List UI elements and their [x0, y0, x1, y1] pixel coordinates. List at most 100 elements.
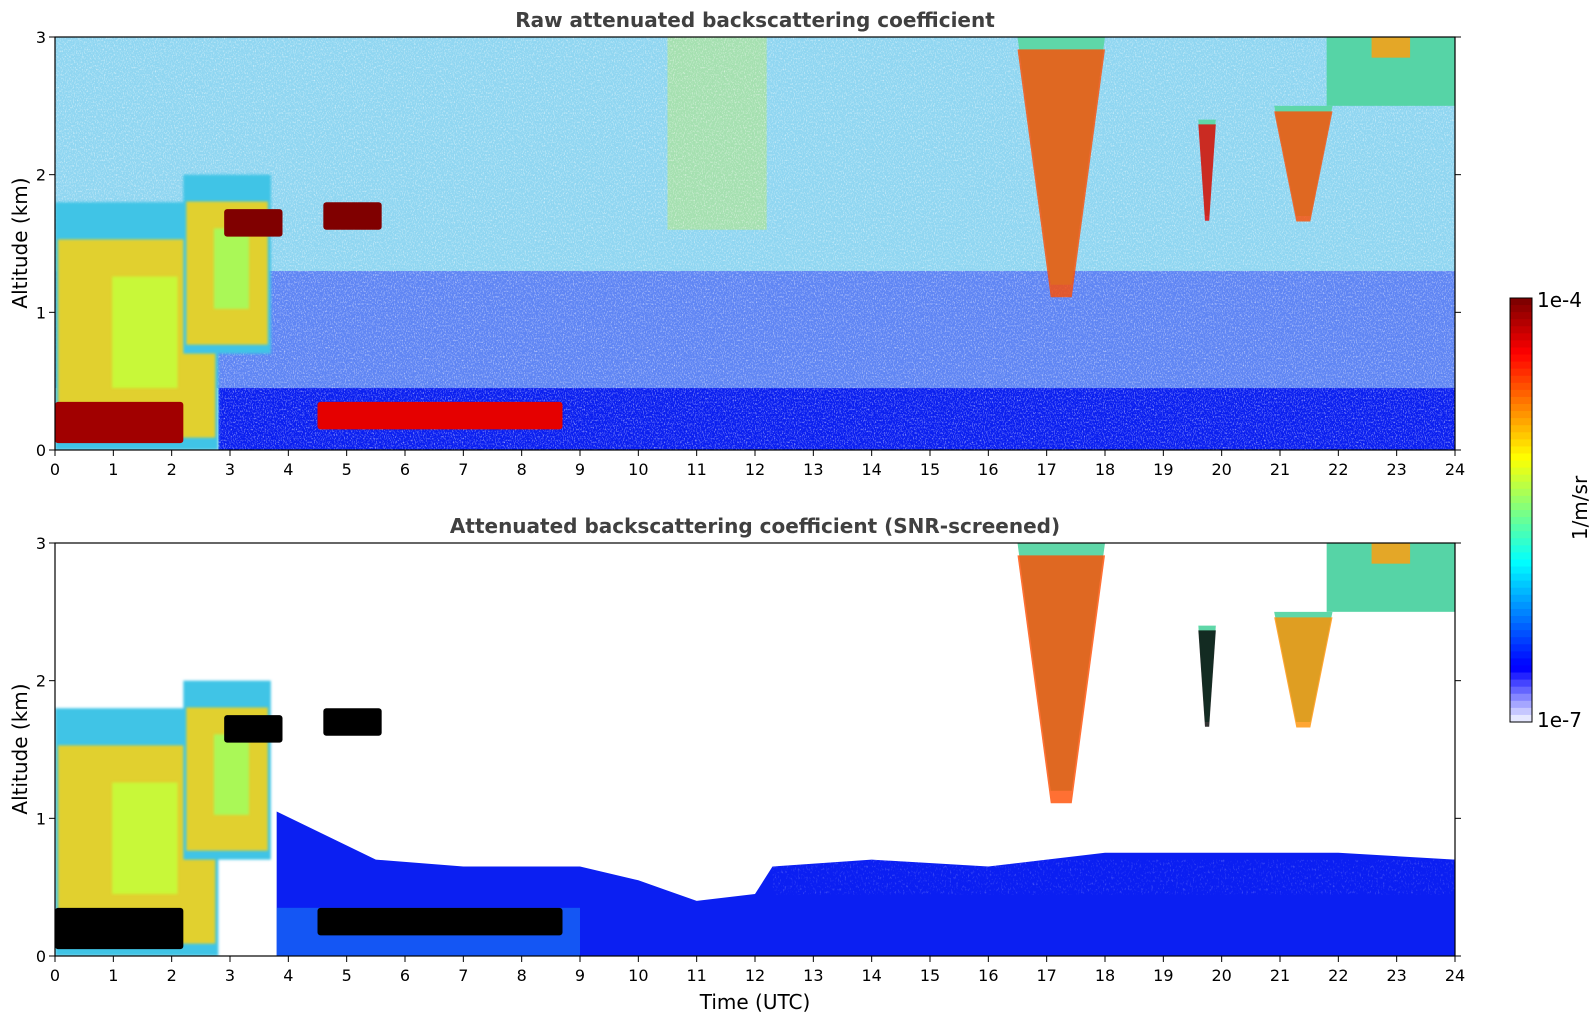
colorbar-step — [1510, 644, 1532, 652]
colorbar-step — [1510, 460, 1532, 469]
colorbar-min-label: 1e-7 — [1537, 708, 1582, 732]
raw-ylabel: Altitude (km) — [8, 177, 32, 308]
colorbar-step — [1510, 453, 1532, 462]
colorbar-step — [1510, 502, 1532, 511]
x-tick-label: 20 — [1211, 966, 1231, 985]
x-tick-label: 0 — [50, 460, 60, 479]
colorbar-step — [1510, 404, 1532, 412]
colorbar-step — [1510, 587, 1532, 596]
y-tick-label: 3 — [36, 28, 46, 47]
screened-heatmap — [55, 543, 1455, 956]
x-tick-label: 21 — [1270, 966, 1290, 985]
x-tick-label: 14 — [861, 460, 881, 479]
colorbar-step — [1510, 566, 1532, 575]
x-tick-label: 16 — [978, 966, 998, 985]
colorbar-step — [1510, 679, 1532, 688]
x-tick-label: 10 — [628, 460, 648, 479]
y-tick-label: 0 — [36, 947, 46, 966]
colorbar-step — [1510, 637, 1532, 645]
x-tick-label: 1 — [108, 460, 118, 479]
x-tick-label: 17 — [1036, 460, 1056, 479]
x-tick-label: 19 — [1153, 460, 1173, 479]
colorbar-step — [1510, 481, 1532, 490]
colorbar-step — [1510, 552, 1532, 561]
colorbar-step — [1510, 517, 1532, 525]
feature-cloud_layer — [323, 708, 382, 736]
x-tick-label: 13 — [803, 460, 823, 479]
screened-ylabel: Altitude (km) — [8, 683, 32, 814]
x-tick-label: 15 — [920, 460, 940, 479]
background-noise — [55, 37, 1455, 450]
colorbar-step — [1510, 594, 1532, 603]
feature-cloud_plume — [1198, 119, 1216, 221]
colorbar-step — [1510, 488, 1532, 497]
colorbar-step — [1510, 623, 1532, 631]
x-tick-label: 7 — [458, 966, 468, 985]
x-tick-label: 10 — [628, 966, 648, 985]
colorbar-step — [1510, 601, 1532, 610]
x-tick-label: 2 — [167, 966, 177, 985]
colorbar-step — [1510, 319, 1532, 327]
x-tick-label: 6 — [400, 460, 410, 479]
feature-cloud_plume — [1274, 105, 1333, 222]
colorbar-step — [1510, 608, 1532, 617]
x-tick-label: 16 — [978, 460, 998, 479]
raw-plot-frame — [54, 36, 1456, 451]
feature-high_cloud — [1326, 37, 1455, 106]
feature-cloud_plume — [1017, 543, 1105, 804]
y-tick-label: 1 — [36, 809, 46, 828]
colorbar — [1509, 297, 1533, 723]
colorbar-step — [1510, 347, 1532, 356]
x-tick-label: 7 — [458, 460, 468, 479]
colorbar-step — [1510, 693, 1532, 702]
colorbar-step — [1510, 524, 1532, 532]
colorbar-step — [1510, 396, 1532, 405]
feature-cloud_plume — [1198, 625, 1216, 727]
colorbar-step — [1510, 354, 1532, 363]
colorbar-step — [1510, 630, 1532, 638]
x-tick-label: 0 — [50, 966, 60, 985]
x-tick-label: 24 — [1445, 966, 1465, 985]
screened-xlabel: Time (UTC) — [699, 990, 811, 1014]
colorbar-unit-label: 1/m/sr — [1568, 475, 1592, 540]
raw-panel: Raw attenuated backscattering coefficien… — [8, 8, 1465, 479]
colorbar-step — [1510, 510, 1532, 518]
colorbar-step — [1510, 333, 1532, 341]
x-tick-label: 1 — [108, 966, 118, 985]
x-tick-label: 19 — [1153, 966, 1173, 985]
feature-low_cloud — [317, 401, 563, 430]
colorbar-step — [1510, 700, 1532, 709]
feature-cloud_layer — [224, 715, 283, 743]
colorbar-step — [1510, 665, 1532, 674]
feature-cloud_plume — [1017, 37, 1105, 298]
colorbar-step — [1510, 573, 1532, 582]
screened-title: Attenuated backscattering coefficient (S… — [450, 514, 1060, 538]
colorbar-step — [1510, 531, 1532, 539]
colorbar-step — [1510, 714, 1532, 723]
x-tick-label: 12 — [745, 460, 765, 479]
colorbar-step — [1510, 432, 1532, 440]
y-tick-label: 0 — [36, 441, 46, 460]
y-tick-label: 2 — [36, 166, 46, 185]
colorbar-step — [1510, 418, 1532, 426]
colorbar-step — [1510, 495, 1532, 504]
y-tick-label: 2 — [36, 672, 46, 691]
colorbar-step — [1510, 616, 1532, 624]
x-tick-label: 6 — [400, 966, 410, 985]
colorbar-step — [1510, 686, 1532, 695]
colorbar-step — [1510, 340, 1532, 349]
colorbar-step — [1510, 559, 1532, 568]
x-tick-label: 4 — [283, 460, 293, 479]
x-tick-label: 9 — [575, 460, 585, 479]
x-tick-label: 14 — [861, 966, 881, 985]
colorbar-step — [1510, 411, 1532, 419]
x-tick-label: 12 — [745, 966, 765, 985]
raw-title: Raw attenuated backscattering coefficien… — [515, 8, 995, 32]
x-tick-label: 11 — [686, 966, 706, 985]
colorbar-step — [1510, 467, 1532, 476]
x-tick-label: 22 — [1328, 966, 1348, 985]
colorbar-step — [1510, 361, 1532, 370]
colorbar-max-label: 1e-4 — [1537, 288, 1582, 312]
x-tick-label: 8 — [517, 460, 527, 479]
colorbar-step — [1510, 312, 1532, 320]
